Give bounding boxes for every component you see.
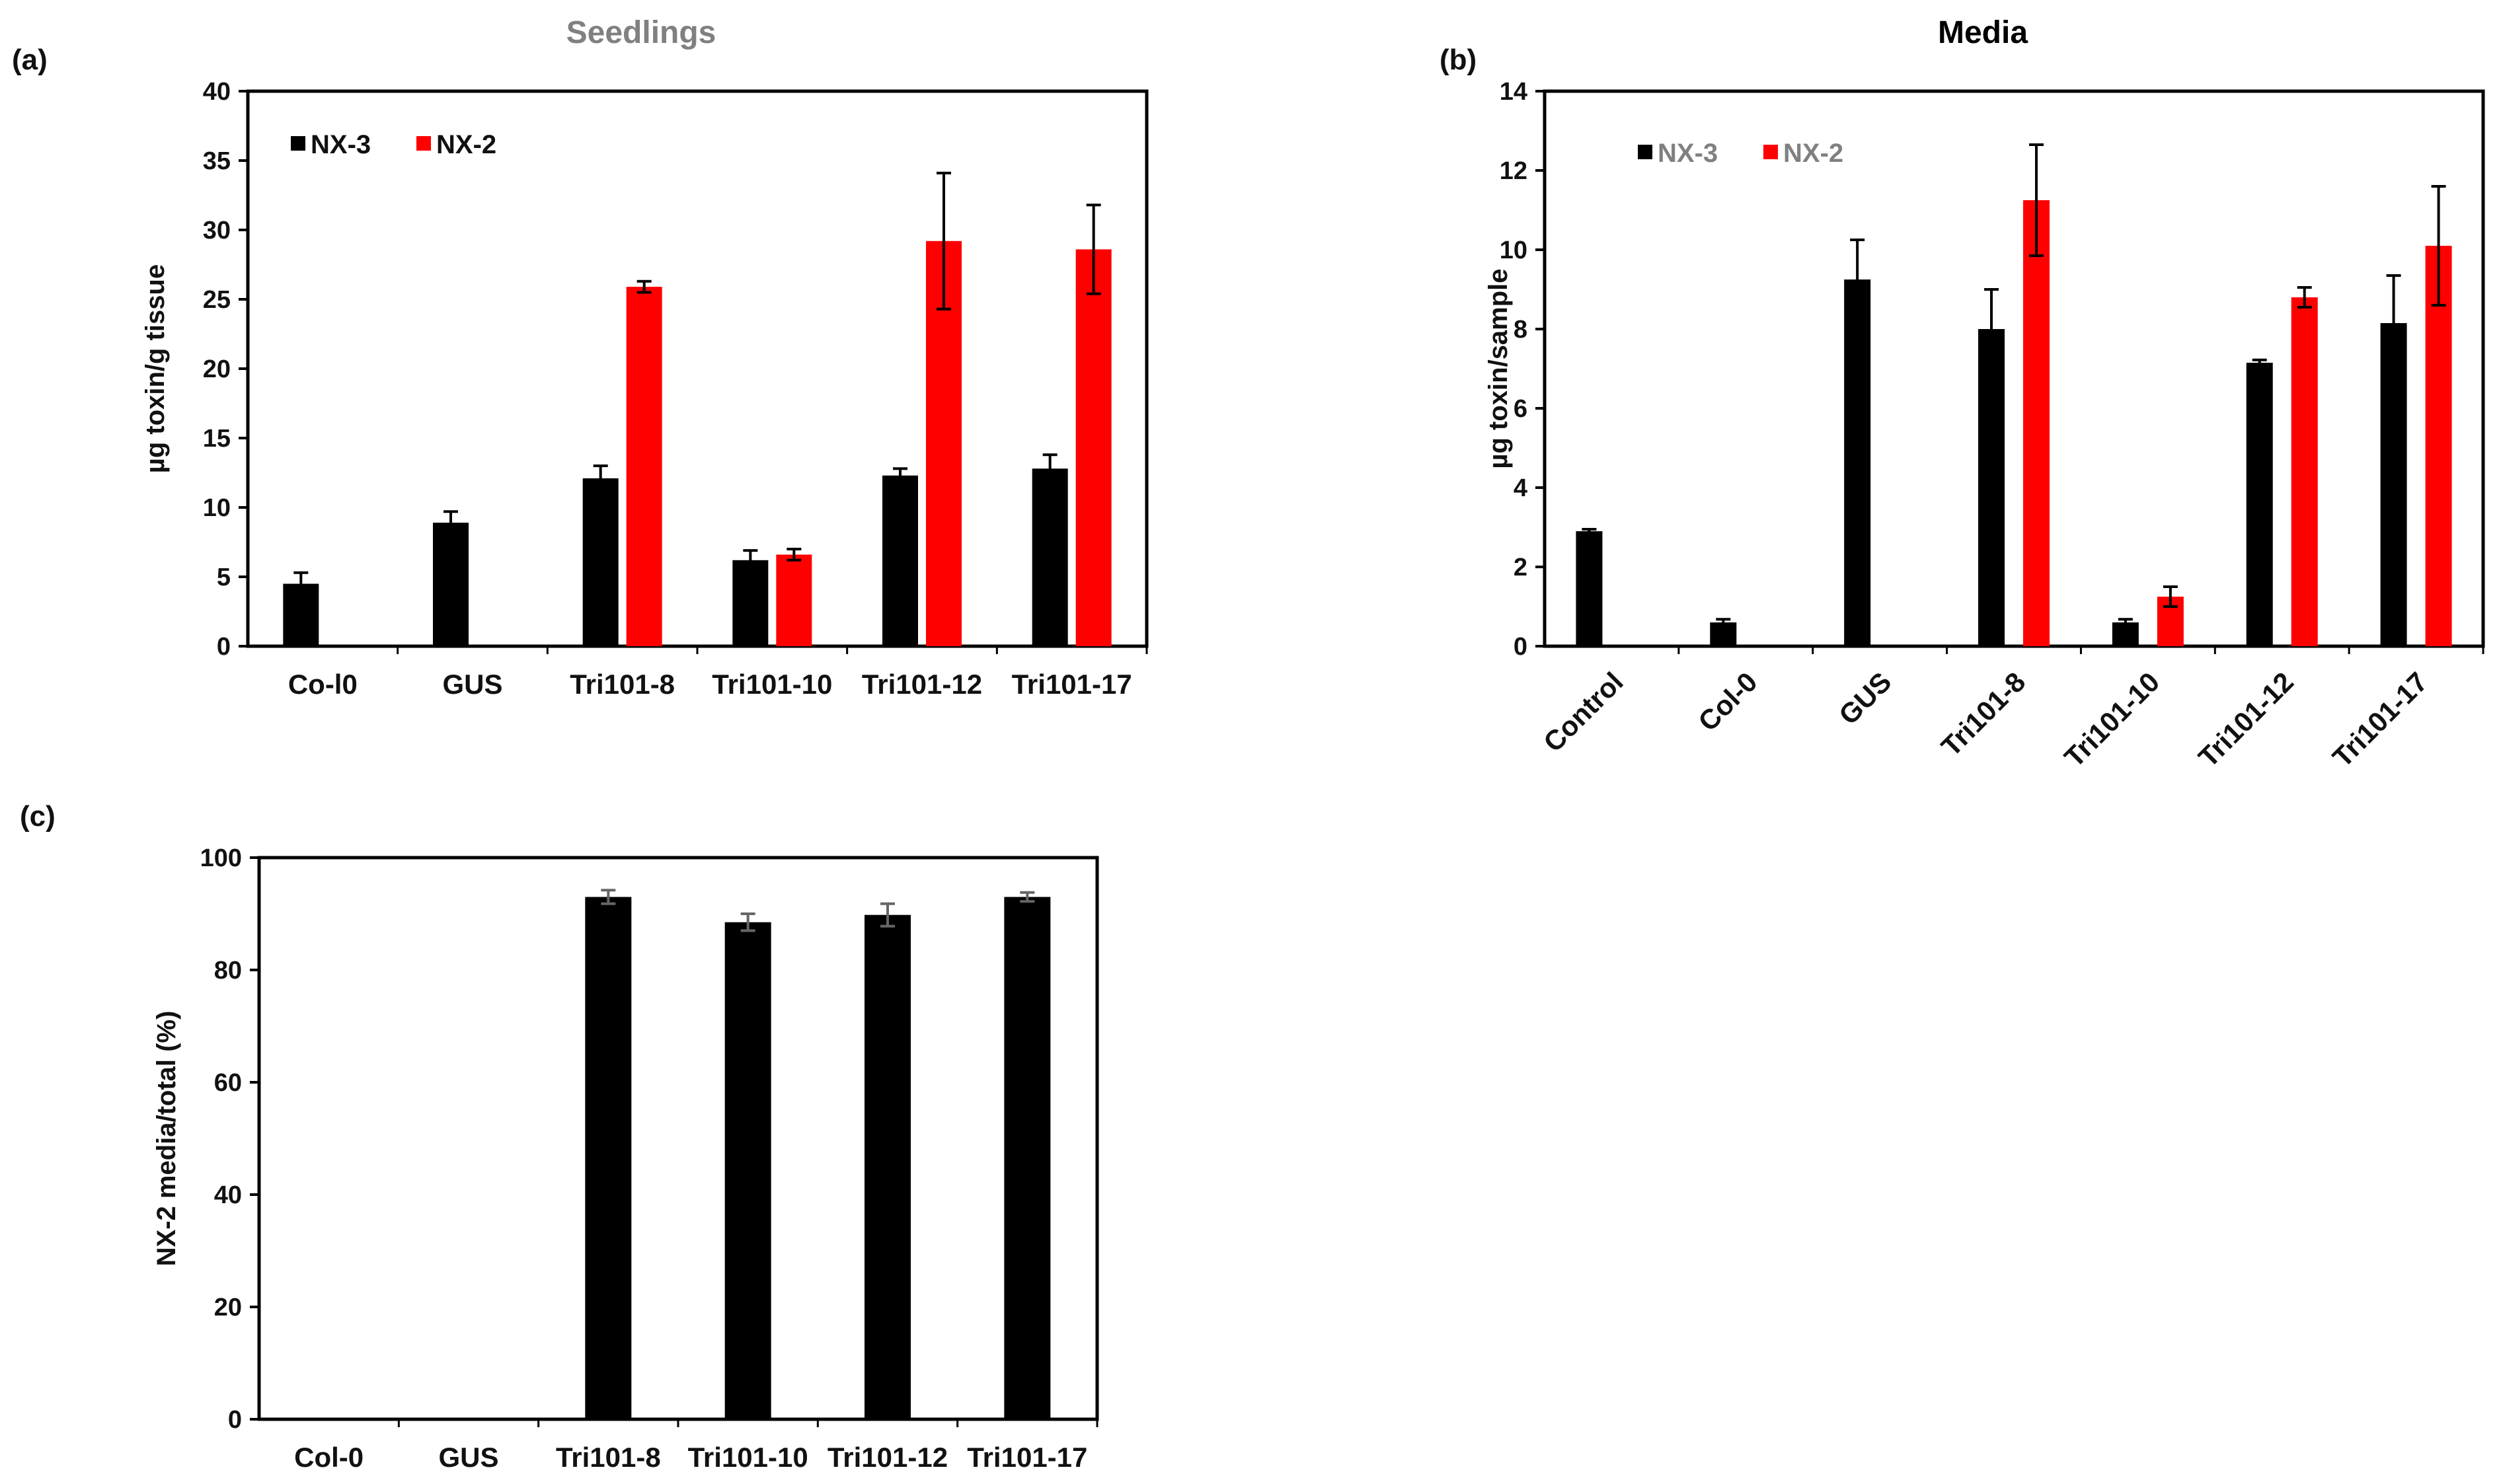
x-tick-label-tri101-17: Tri101-17 <box>2327 666 2434 773</box>
x-tick-label-tri101-8: Tri101-8 <box>556 1442 661 1473</box>
y-tick-label: 80 <box>214 957 242 984</box>
legend-swatch-nx-2 <box>1763 145 1778 159</box>
bar-nx-3-gus <box>1844 279 1871 646</box>
y-axis-label: µg toxin/sample <box>1484 268 1513 468</box>
chart-title: Media <box>1938 15 2028 50</box>
y-axis-label: µg toxin/g tissue <box>141 264 170 473</box>
y-tick-label: 60 <box>214 1069 242 1097</box>
panel-label-c: (c) <box>20 800 56 833</box>
y-tick-label: 15 <box>203 425 231 453</box>
y-axis-label: NX-2 media/total (%) <box>152 1011 181 1267</box>
x-tick-label-tri101-8: Tri101-8 <box>1935 666 2032 762</box>
bar-nx-2-tri101-17 <box>1075 249 1112 646</box>
legend-label-nx-3: NX-3 <box>1658 139 1718 168</box>
x-tick-label-tri101-10: Tri101-10 <box>688 1442 808 1473</box>
x-tick-label-tri101-8: Tri101-8 <box>570 669 675 700</box>
y-tick-label: 0 <box>228 1406 242 1434</box>
bar-nx-2-media-total-tri101-8 <box>585 897 632 1419</box>
bar-nx-3-control <box>1576 531 1603 646</box>
bar-nx-3-tri101-10 <box>732 560 769 646</box>
x-tick-label-control: Control <box>1537 666 1629 758</box>
bar-nx-3-tri101-12 <box>2246 363 2273 646</box>
chart-title: Seedlings <box>566 15 716 50</box>
legend-label-nx-2: NX-2 <box>436 130 496 159</box>
bar-nx-2-tri101-8 <box>626 287 662 647</box>
y-tick-label: 20 <box>214 1294 242 1321</box>
bar-nx-3-tri101-8 <box>582 478 619 646</box>
bar-nx-3-tri101-17 <box>1032 468 1068 646</box>
y-tick-label: 35 <box>203 147 231 175</box>
legend-label-nx-3: NX-3 <box>311 130 371 159</box>
y-tick-label: 0 <box>217 633 231 661</box>
x-tick-label-tri101-12: Tri101-12 <box>827 1442 948 1473</box>
y-tick-label: 6 <box>1514 395 1527 423</box>
chart-seedlings: Seedlings 0 5 10 15 20 25 30 35 40 µg toxin/g tiss… <box>141 15 1149 700</box>
y-tick-label: 12 <box>1500 157 1527 185</box>
x-tick-label-col-0: Col-0 <box>294 1442 364 1473</box>
x-tick-label-tri101-12: Tri101-12 <box>862 669 982 700</box>
bar-nx-2-media-total-tri101-10 <box>724 922 771 1419</box>
x-tick-label-tri101-17: Tri101-17 <box>967 1442 1087 1473</box>
y-tick-label: 30 <box>203 217 231 244</box>
bar-nx-2-media-total-tri101-12 <box>865 914 911 1419</box>
chart-media: Media 0 2 4 6 8 10 12 14 µg toxin/sample Control Co… <box>1484 15 2485 773</box>
bar-nx-2-tri101-10 <box>776 554 812 646</box>
x-tick-label-gus: GUS <box>442 669 502 700</box>
x-tick-label-tri101-10: Tri101-10 <box>712 669 832 700</box>
panel-label-a: (a) <box>12 44 48 76</box>
bar-nx-2-tri101-12 <box>2291 297 2318 646</box>
plot-frame <box>246 89 1149 648</box>
y-tick-label: 25 <box>203 286 231 314</box>
bar-nx-3-tri101-12 <box>882 475 918 646</box>
x-tick-label-gus: GUS <box>438 1442 498 1473</box>
bar-nx-2-tri101-8 <box>2023 200 2050 646</box>
y-tick-label: 14 <box>1500 78 1527 106</box>
x-tick-label-tri101-12: Tri101-12 <box>2192 666 2299 773</box>
bar-nx-3-tri101-17 <box>2380 323 2407 646</box>
y-tick-label: 40 <box>214 1181 242 1209</box>
legend-swatch-nx-2 <box>416 136 431 151</box>
x-tick-label-col-0: Col-0 <box>1692 666 1763 737</box>
x-tick-label-tri101-10: Tri101-10 <box>2058 666 2165 773</box>
chart-nx2-ratio: 0 20 40 60 80 100 NX-2 media/total (%) Col-0 GUS… <box>152 844 1099 1473</box>
plot-frame <box>1543 89 2485 648</box>
x-tick-label-tri101-17: Tri101-17 <box>1012 669 1132 700</box>
panel-label-b: (b) <box>1440 44 1477 76</box>
plot-frame <box>257 856 1099 1421</box>
legend-swatch-nx-3 <box>1638 145 1652 159</box>
y-tick-label: 8 <box>1514 316 1527 344</box>
bar-nx-3-tri101-8 <box>1978 329 2005 646</box>
x-tick-label-co-l0: Co-l0 <box>288 669 358 700</box>
y-tick-label: 2 <box>1514 554 1527 581</box>
legend-label-nx-2: NX-2 <box>1783 139 1843 168</box>
bar-nx-2-media-total-tri101-17 <box>1004 897 1051 1419</box>
y-tick-label: 20 <box>203 355 231 383</box>
bar-nx-2-tri101-17 <box>2425 246 2452 646</box>
y-tick-label: 0 <box>1514 633 1527 661</box>
legend-swatch-nx-3 <box>291 136 305 151</box>
y-tick-label: 10 <box>203 494 231 522</box>
y-tick-label: 100 <box>200 844 242 872</box>
y-tick-label: 5 <box>217 564 231 591</box>
x-tick-label-gus: GUS <box>1833 666 1898 731</box>
y-tick-label: 4 <box>1514 474 1527 502</box>
y-tick-label: 40 <box>203 78 231 106</box>
bar-nx-3-gus <box>433 523 469 646</box>
y-tick-label: 10 <box>1500 237 1527 264</box>
